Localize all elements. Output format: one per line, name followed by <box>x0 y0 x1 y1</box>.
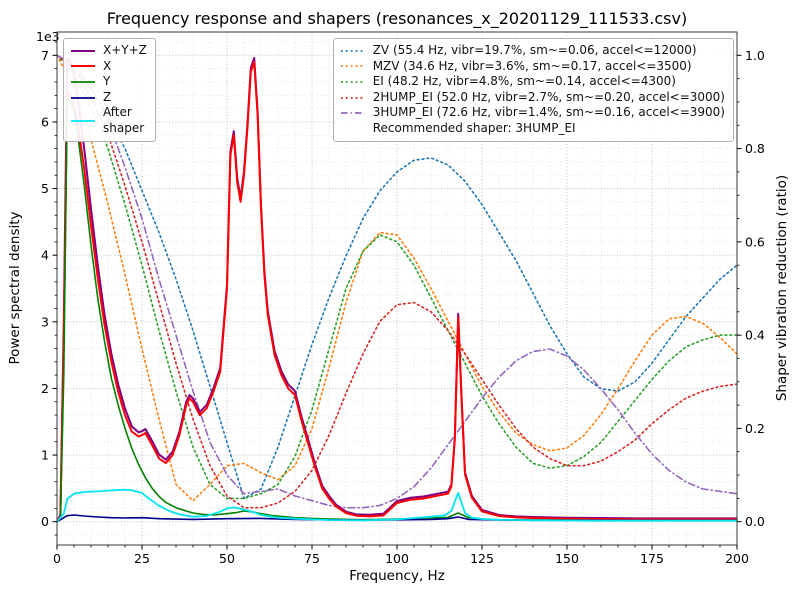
legend-item-y: Y <box>70 74 147 90</box>
y-right-tick-label: 0.8 <box>745 141 765 156</box>
y-right-tick-label: 0.2 <box>745 421 765 436</box>
series-x <box>57 61 737 523</box>
x-tick-label: 75 <box>304 551 320 566</box>
y-left-tick-label: 7 <box>41 48 49 63</box>
legend-shapers: ZV (55.4 Hz, vibr=19.7%, sm~=0.06, accel… <box>332 38 734 142</box>
series-EI <box>57 54 737 500</box>
x-tick-label: 175 <box>640 551 664 566</box>
legend-label: After shaper <box>103 105 145 135</box>
legend-label: Y <box>103 74 111 89</box>
legend-psd: X+Y+Z X Y Z After shaper <box>63 38 156 142</box>
legend-label: ZV (55.4 Hz, vibr=19.7%, sm~=0.06, accel… <box>372 43 697 57</box>
series-z <box>57 514 737 523</box>
legend-label: X <box>103 58 112 73</box>
legend-line-sample <box>71 49 95 52</box>
legend-item-z: Z <box>70 90 147 106</box>
legend-label: X+Y+Z <box>103 43 147 57</box>
y-left-tick-label: 0 <box>41 514 49 529</box>
legend-item-xyz-sum: X+Y+Z <box>70 43 147 59</box>
x-tick-label: 50 <box>219 551 235 566</box>
x-tick-label: 125 <box>470 551 494 566</box>
series-3HUMP_EI <box>57 54 737 509</box>
minor-grid <box>57 32 737 545</box>
series-y <box>57 97 737 523</box>
y-left-tick-label: 4 <box>41 248 49 263</box>
series-MZV <box>57 54 737 502</box>
legend-item-3HUMP_EI: 3HUMP_EI (72.6 Hz, vibr=1.4%, sm~=0.16, … <box>340 105 725 121</box>
x-tick-label: 0 <box>53 551 61 566</box>
chart-title: Frequency response and shapers (resonanc… <box>106 9 688 28</box>
legend-label: Z <box>103 89 112 104</box>
legend-line-sample <box>340 96 365 99</box>
y-right-tick-label: 1.0 <box>745 48 765 63</box>
legend-item-ZV: ZV (55.4 Hz, vibr=19.7%, sm~=0.06, accel… <box>340 43 725 59</box>
y-left-tick-label: 2 <box>41 381 49 396</box>
series-2HUMP_EI <box>57 54 737 509</box>
legend-item-2HUMP_EI: 2HUMP_EI (52.0 Hz, vibr=2.7%, sm~=0.20, … <box>340 90 725 106</box>
y-left-tick-label: 6 <box>41 114 49 129</box>
x-tick-label: 200 <box>725 551 749 566</box>
legend-line-sample <box>71 81 95 83</box>
legend-line-sample <box>340 49 365 52</box>
legend-line-sample <box>340 81 365 83</box>
legend-label: EI (48.2 Hz, vibr=4.8%, sm~=0.14, accel<… <box>372 74 676 89</box>
legend-line-sample <box>71 96 95 99</box>
y-right-tick-label: 0.6 <box>745 234 765 249</box>
x-tick-label: 25 <box>134 551 150 566</box>
recommended-shaper-text: Recommended shaper: 3HUMP_EI <box>372 120 576 135</box>
y-right-tick-label: 0.4 <box>745 328 765 343</box>
ticks: 0 25 50 75 100 125 150 175 200 0 1 2 3 4 5 6 7 0.0 0.2 0.4 0… <box>41 41 765 566</box>
y-left-tick-label: 5 <box>41 181 49 196</box>
x-tick-label: 100 <box>385 551 409 566</box>
y-axis-offset-label: 1e3 <box>36 29 60 44</box>
legend-line-sample <box>340 65 365 68</box>
legend-item-MZV: MZV (34.6 Hz, vibr=3.6%, sm~=0.17, accel… <box>340 59 725 75</box>
x-tick-label: 150 <box>555 551 579 566</box>
legend-label: 3HUMP_EI (72.6 Hz, vibr=1.4%, sm~=0.16, … <box>372 105 725 120</box>
y-right-tick-label: 0.0 <box>745 514 765 529</box>
y-left-tick-label: 1 <box>41 448 49 463</box>
legend-item-x: X <box>70 59 147 75</box>
legend-label: 2HUMP_EI (52.0 Hz, vibr=2.7%, sm~=0.20, … <box>372 89 725 104</box>
legend-line-sample <box>71 65 95 68</box>
curves <box>57 54 737 523</box>
legend-item-EI: EI (48.2 Hz, vibr=4.8%, sm~=0.14, accel<… <box>340 74 725 90</box>
legend-item-after-shaper: After shaper <box>70 105 147 136</box>
legend-line-sample <box>340 112 365 115</box>
legend-label: MZV (34.6 Hz, vibr=3.6%, sm~=0.17, accel… <box>372 58 692 73</box>
y-left-tick-label: 3 <box>41 314 49 329</box>
x-axis-label: Frequency, Hz <box>349 568 445 584</box>
series-after-shaper <box>57 488 737 523</box>
legend-line-sample <box>71 120 95 122</box>
series-ZV <box>57 54 737 500</box>
